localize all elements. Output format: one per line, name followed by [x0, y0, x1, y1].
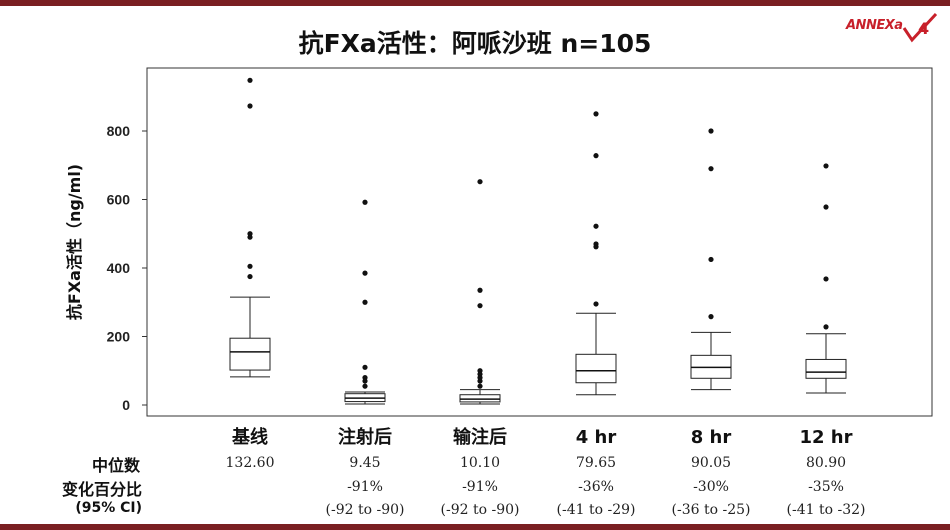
outlier-point [593, 244, 599, 250]
outlier-point [247, 263, 253, 269]
outlier-point [247, 273, 253, 280]
y-tick-label: 600 [107, 192, 131, 208]
outlier-point [247, 103, 253, 109]
median-value: 90.05 [690, 455, 732, 471]
outlier-point [708, 128, 714, 134]
box [805, 358, 847, 379]
outlier-point [477, 287, 483, 293]
outlier-point [823, 276, 829, 282]
x-category-label: 基线 [231, 426, 268, 448]
median-value: 9.45 [349, 455, 381, 471]
outlier-point [477, 378, 483, 384]
x-category-label: 8 hr [691, 427, 732, 448]
box [229, 337, 271, 371]
ci-value: (-92 to -90) [325, 502, 405, 518]
outlier-point [823, 324, 829, 330]
outlier-point [362, 199, 368, 205]
outlier-point [708, 166, 714, 172]
outlier-point [593, 153, 599, 159]
box [459, 394, 501, 403]
pct-row-label: 变化百分比 [61, 480, 142, 499]
ci-value: (-92 to -90) [440, 502, 520, 518]
y-axis-label: 抗FXa活性（ng/ml) [65, 164, 84, 320]
logo-check-icon: 4 [902, 12, 938, 43]
median-row-label: 中位数 [91, 456, 140, 475]
outlier-point [708, 314, 714, 320]
x-category-label: 12 hr [799, 427, 852, 448]
pct-change-value: -30% [693, 479, 729, 495]
top-accent-bar [0, 0, 950, 6]
y-tick-label: 400 [107, 260, 131, 276]
outlier-point [823, 204, 829, 210]
outlier-point [247, 234, 253, 240]
outlier-point [362, 364, 368, 370]
outlier-point [477, 303, 483, 309]
ci-row-label: (95% CI) [75, 500, 142, 516]
pct-change-value: -36% [578, 479, 614, 495]
x-category-label: 注射后 [338, 426, 392, 448]
chart-title: 抗FXa活性：阿哌沙班 n=105 [298, 29, 652, 58]
outlier-point [477, 179, 483, 185]
annexa-logo: ANNEXa 4 [846, 12, 942, 46]
outlier-point [247, 77, 253, 83]
box [575, 353, 617, 384]
median-value: 79.65 [575, 455, 617, 471]
outlier-point [362, 383, 368, 389]
y-tick-label: 0 [122, 397, 130, 413]
outlier-point [362, 270, 368, 276]
logo-mark: 4 [918, 19, 929, 38]
x-category-label: 输注后 [453, 426, 507, 448]
x-category-label: 4 hr [576, 427, 617, 448]
plot-frame [146, 67, 933, 417]
median-value: 132.60 [225, 455, 275, 471]
outlier-point [362, 378, 368, 384]
outlier-point [823, 163, 829, 169]
median-value: 10.10 [459, 455, 501, 471]
ci-value: (-41 to -29) [556, 502, 636, 518]
logo-text: ANNEXa [846, 18, 903, 33]
outlier-point [362, 299, 368, 305]
median-value: 80.90 [805, 455, 847, 471]
ci-value: (-36 to -25) [671, 502, 751, 518]
outlier-point [593, 301, 599, 307]
outlier-point [708, 256, 714, 263]
bottom-accent-bar [0, 524, 950, 530]
outlier-point [593, 223, 599, 229]
y-tick-label: 800 [107, 123, 131, 139]
ci-value: (-41 to -32) [786, 502, 866, 518]
outlier-point [593, 111, 599, 117]
pct-change-value: -91% [347, 479, 383, 495]
pct-change-value: -35% [808, 479, 844, 495]
y-tick-label: 200 [107, 329, 131, 345]
pct-change-value: -91% [462, 479, 498, 495]
outlier-point [477, 383, 483, 389]
